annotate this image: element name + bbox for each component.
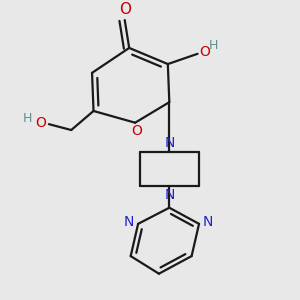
Text: O: O — [119, 2, 131, 17]
Text: N: N — [164, 136, 175, 150]
Text: N: N — [124, 215, 134, 230]
Text: N: N — [203, 215, 213, 230]
Text: H: H — [209, 39, 219, 52]
Text: N: N — [164, 188, 175, 202]
Text: O: O — [131, 124, 142, 139]
Text: H: H — [23, 112, 33, 125]
Text: O: O — [36, 116, 46, 130]
Text: O: O — [199, 45, 210, 59]
